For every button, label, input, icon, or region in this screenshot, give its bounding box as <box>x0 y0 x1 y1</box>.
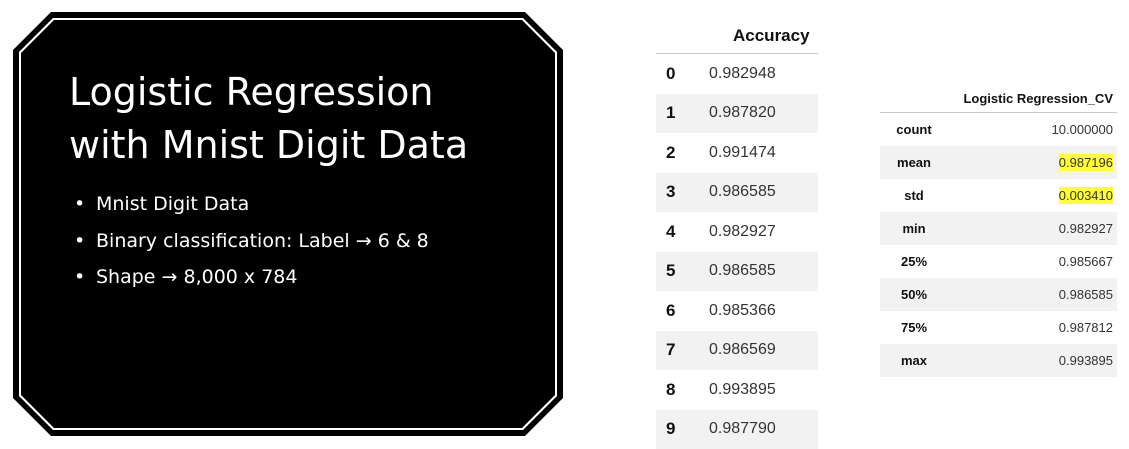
stat-value: 0.003410 <box>948 179 1117 212</box>
table-header-row: Accuracy <box>656 19 818 54</box>
table-row: min 0.982927 <box>880 212 1117 245</box>
row-index: 7 <box>656 330 697 370</box>
table-row: 2 0.991474 <box>656 133 818 173</box>
stat-value-text: 0.985667 <box>1058 254 1113 269</box>
highlighted-stat-value: 0.003410 <box>1058 187 1113 204</box>
accuracy-column-header: Accuracy <box>697 19 818 54</box>
bullet-text: Shape → 8,000 x 784 <box>96 266 298 288</box>
stat-label: 75% <box>900 320 928 335</box>
stat-value: 0.985667 <box>948 245 1117 278</box>
table-row: 0 0.982948 <box>656 54 818 94</box>
table-row: 6 0.985366 <box>656 291 818 331</box>
bullet-dot-icon: • <box>74 193 86 215</box>
bullet-text: Binary classification: Label → 6 & 8 <box>96 229 429 252</box>
table-row: 50% 0.986585 <box>880 278 1117 311</box>
accuracy-value: 0.986585 <box>697 251 818 291</box>
slide-title: Logistic Regression with Mnist Digit Dat… <box>69 66 539 172</box>
stat-label: 50% <box>880 278 948 311</box>
bullet-dot-icon: • <box>74 266 86 288</box>
table-row: std 0.003410 <box>880 179 1117 212</box>
accuracy-value: 0.993895 <box>709 380 776 398</box>
stat-value: 0.982927 <box>948 212 1117 245</box>
table-row: 3 0.986585 <box>656 172 818 212</box>
stat-value: 0.993895 <box>948 344 1117 377</box>
stat-value-text: 10.000000 <box>1051 122 1113 137</box>
table-row: 4 0.982927 <box>656 212 818 252</box>
stat-label-header <box>880 85 948 113</box>
stat-label: 25% <box>900 254 928 269</box>
row-index: 9 <box>656 409 697 449</box>
bullet-list: • Mnist Digit Data • Binary classification… <box>74 186 429 296</box>
stat-value-text: 0.982927 <box>1058 221 1113 236</box>
accuracy-value: 0.985366 <box>709 301 776 319</box>
accuracy-table: Accuracy 0 0.982948 1 0.987820 2 0.991474 3… <box>656 19 818 449</box>
row-index: 6 <box>666 300 676 320</box>
slide-card: Logistic Regression with Mnist Digit Dat… <box>13 12 563 436</box>
stat-value-text: 0.986585 <box>1058 287 1113 302</box>
stat-value: 0.986585 <box>948 278 1117 311</box>
stat-value: 0.987196 <box>948 146 1117 179</box>
slide-title-line-1: Logistic Regression <box>69 70 434 114</box>
accuracy-value: 0.982948 <box>709 64 776 82</box>
accuracy-value: 0.986569 <box>697 330 818 370</box>
accuracy-value: 0.986585 <box>697 172 818 212</box>
row-index: 1 <box>656 93 697 133</box>
row-index: 3 <box>656 172 697 212</box>
table-row: 25% 0.985667 <box>880 245 1117 278</box>
index-header <box>656 19 697 54</box>
table-row: mean 0.987196 <box>880 146 1117 179</box>
table-row: 5 0.986585 <box>656 251 818 291</box>
describe-column-header: Logistic Regression_CV <box>948 85 1117 113</box>
stat-value: 10.000000 <box>948 113 1117 147</box>
slide-border: Logistic Regression with Mnist Digit Dat… <box>19 18 557 430</box>
table-row: 9 0.987790 <box>656 409 818 449</box>
accuracy-value: 0.987790 <box>697 409 818 449</box>
bullet-dot-icon: • <box>74 229 86 252</box>
table-row: 7 0.986569 <box>656 330 818 370</box>
stat-label: count <box>896 122 932 137</box>
accuracy-value: 0.982927 <box>709 222 776 240</box>
table-row: 1 0.987820 <box>656 93 818 133</box>
row-index: 5 <box>656 251 697 291</box>
table-row: count 10.000000 <box>880 113 1117 147</box>
row-index: 0 <box>666 63 676 83</box>
row-index: 4 <box>666 221 676 241</box>
table-row: 8 0.993895 <box>656 370 818 410</box>
describe-table: Logistic Regression_CV count 10.000000 me… <box>880 85 1117 377</box>
stat-label: max <box>880 344 948 377</box>
row-index: 2 <box>666 142 676 162</box>
stat-label: mean <box>880 146 948 179</box>
accuracy-value: 0.991474 <box>709 143 776 161</box>
table-row: max 0.993895 <box>880 344 1117 377</box>
bullet-item: • Mnist Digit Data <box>74 186 429 223</box>
stat-label: std <box>904 188 924 203</box>
slide-title-line-2: with Mnist Digit Data <box>69 123 469 167</box>
bullet-item: • Binary classification: Label → 6 & 8 <box>74 223 429 260</box>
highlighted-stat-value: 0.987196 <box>1058 154 1113 171</box>
stat-label: min <box>880 212 948 245</box>
stat-value: 0.987812 <box>948 311 1117 344</box>
bullet-item: • Shape → 8,000 x 784 <box>74 259 429 296</box>
slide-body: Logistic Regression with Mnist Digit Dat… <box>21 20 555 428</box>
bullet-text: Mnist Digit Data <box>96 193 250 215</box>
table-header-row: Logistic Regression_CV <box>880 85 1117 113</box>
accuracy-value: 0.987820 <box>697 93 818 133</box>
stat-value-text: 0.993895 <box>1058 353 1113 368</box>
table-row: 75% 0.987812 <box>880 311 1117 344</box>
stat-value-text: 0.987812 <box>1058 320 1113 335</box>
row-index: 8 <box>666 379 676 399</box>
